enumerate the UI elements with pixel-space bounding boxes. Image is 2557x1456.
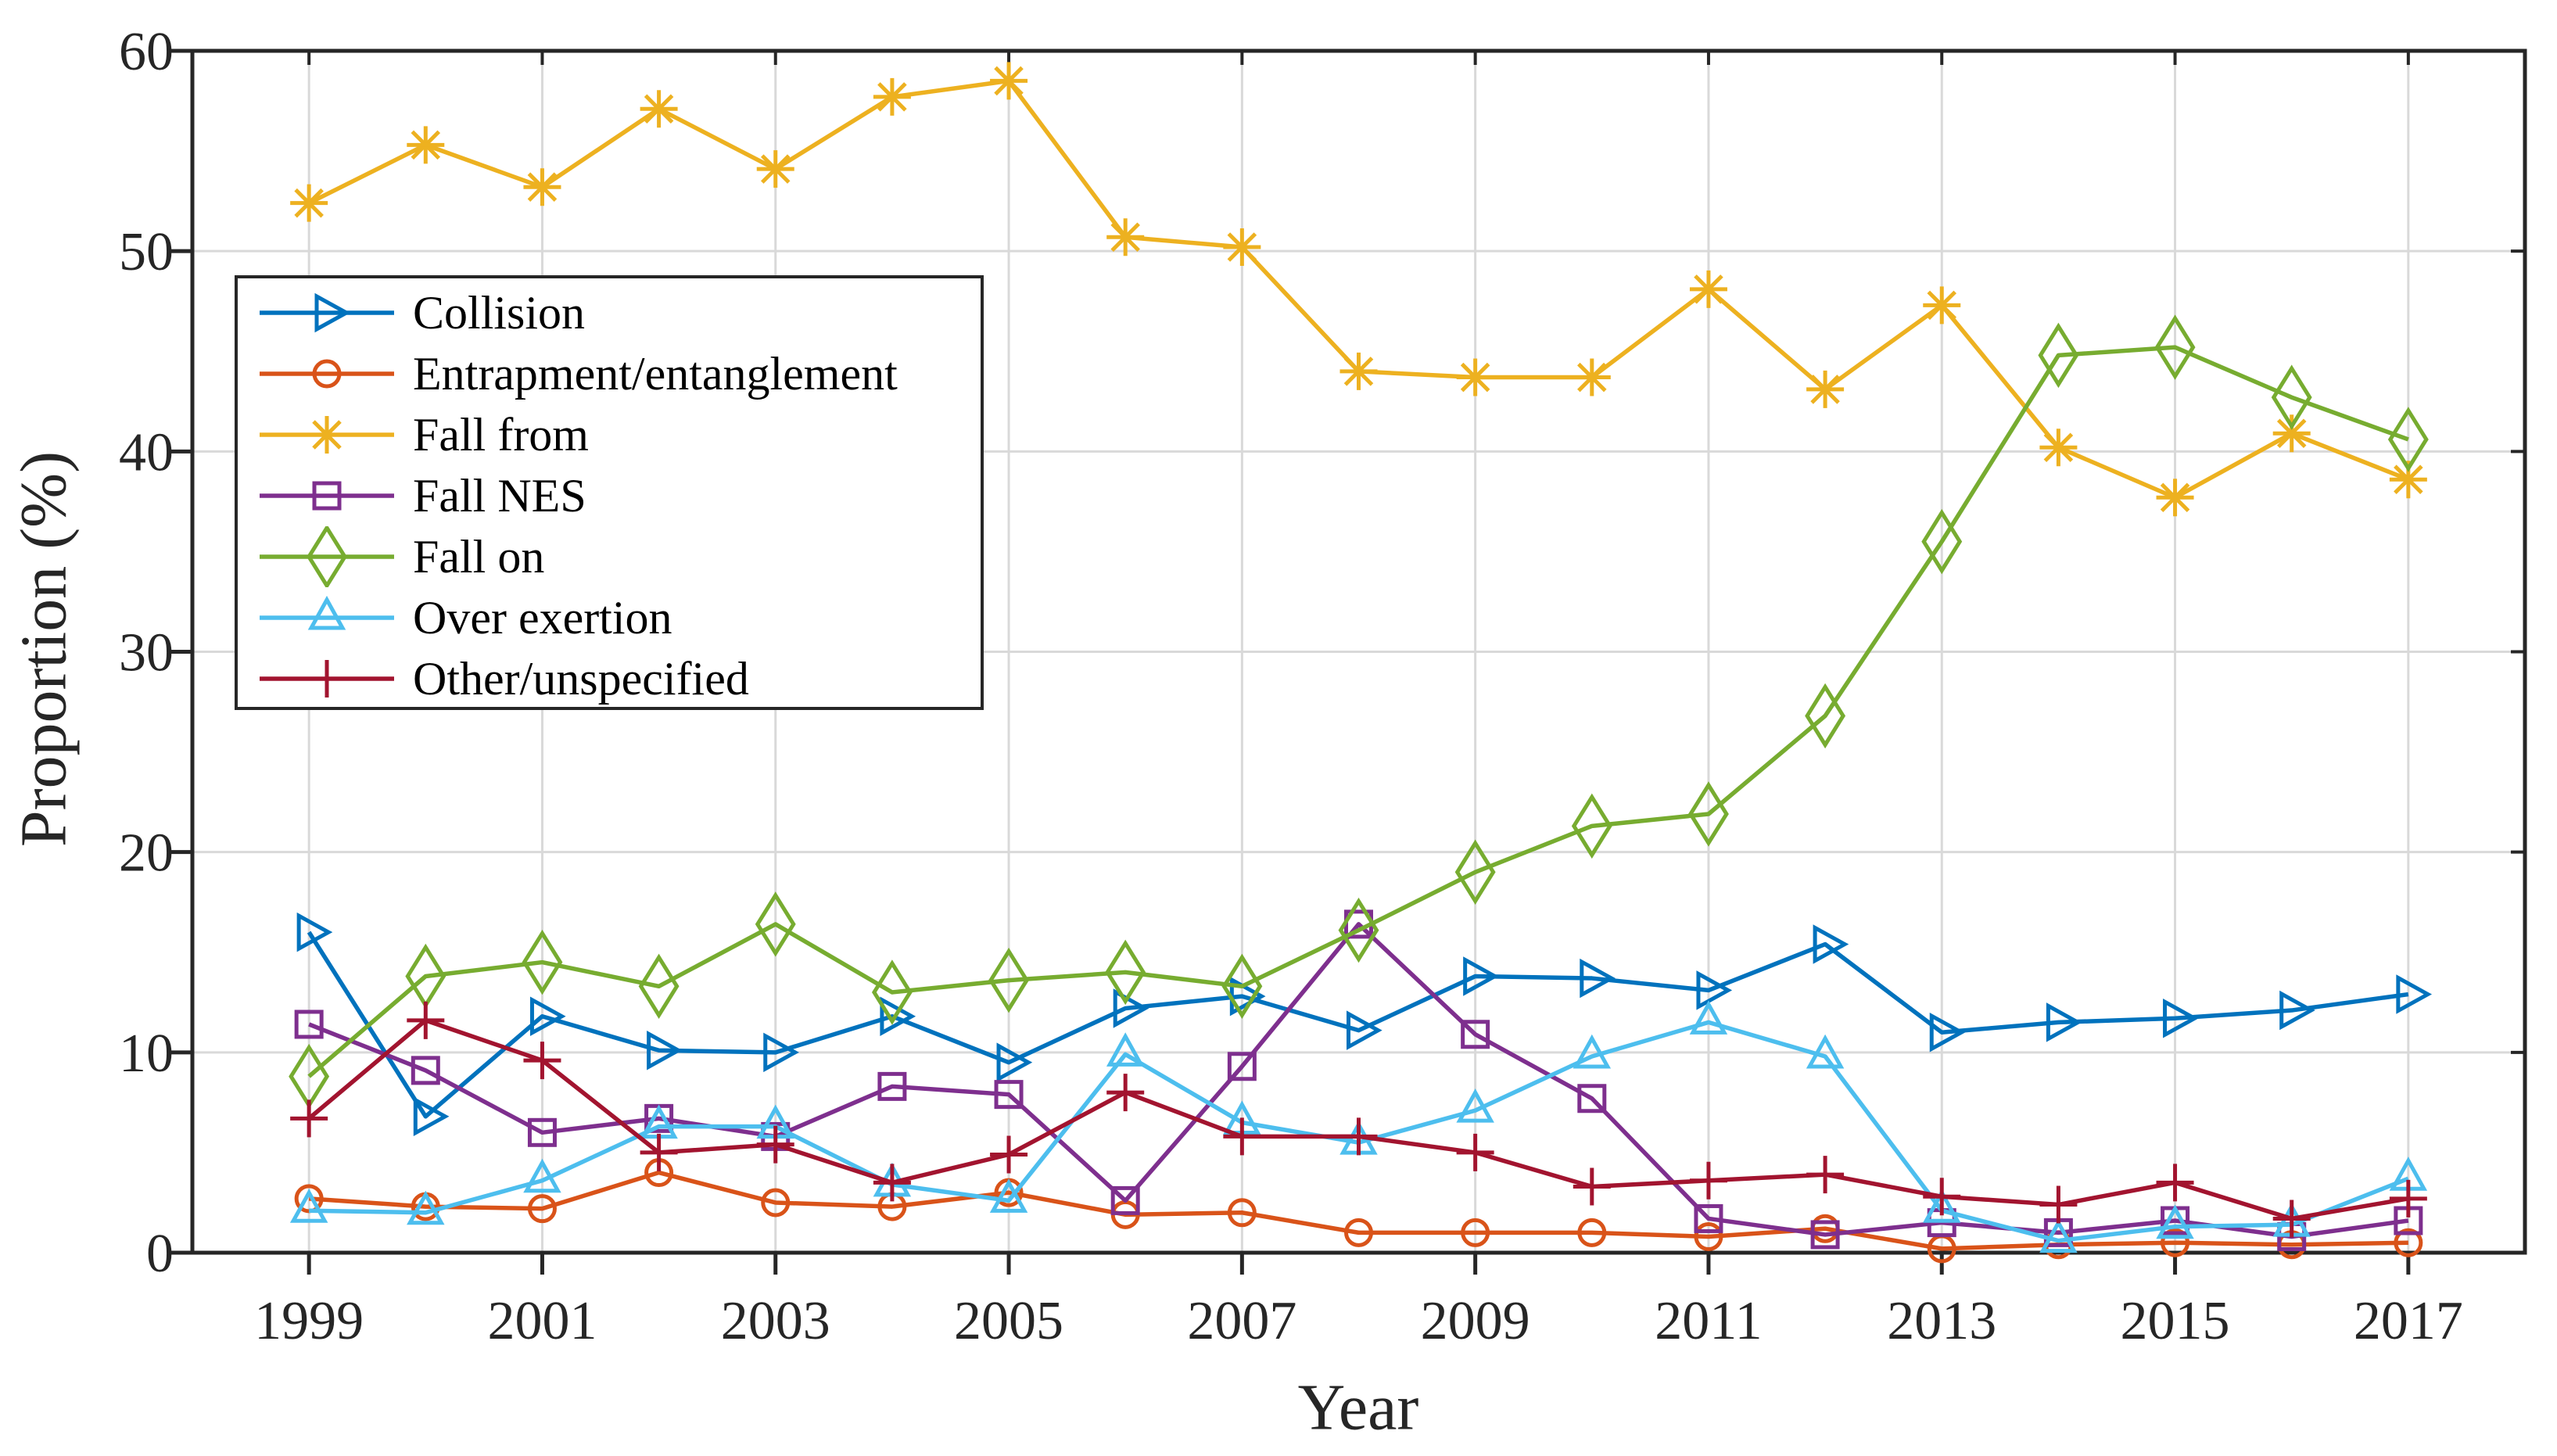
y-tick-label-10: 10 — [119, 1024, 174, 1084]
x-tick-label-2011: 2011 — [1655, 1291, 1762, 1351]
legend-swatch-fall-nes — [260, 481, 394, 511]
x-tick-label-2009: 2009 — [1421, 1291, 1530, 1351]
series-line-collision — [307, 931, 2409, 1119]
x-tick-label-2007: 2007 — [1187, 1291, 1296, 1351]
legend-entry-fall-nes: Fall NES — [238, 465, 981, 526]
legend-label-entrapment-entanglement: Entrapment/entanglement — [413, 348, 898, 400]
y-axis-label: Proportion (%) — [7, 450, 81, 848]
x-tick-label-1999: 1999 — [254, 1291, 364, 1351]
series-markers-fall-on — [289, 314, 2429, 1110]
legend-label-other-unspecified: Other/unspecified — [413, 653, 749, 705]
x-tick-labels: 1999 2001 2003 2005 2007 2009 2011 2013 2015 2017 — [254, 1291, 2463, 1351]
y-tick-label-0: 0 — [146, 1224, 174, 1284]
y-tick-label-40: 40 — [119, 422, 174, 482]
legend-entry-entrapment-entanglement: Entrapment/entanglement — [238, 343, 981, 404]
legend-entry-collision: Collision — [238, 282, 981, 343]
legend-entry-fall-on: Fall on — [238, 526, 981, 587]
series-other-unspecified — [290, 1001, 2427, 1238]
legend-swatch-fall-on — [260, 526, 394, 587]
x-tick-label-2015: 2015 — [2121, 1291, 2230, 1351]
series-entrapment-entanglement — [294, 1158, 2423, 1264]
legend-label-fall-nes: Fall NES — [413, 470, 586, 522]
legend-entry-fall-from: Fall from — [238, 404, 981, 465]
x-tick-label-2013: 2013 — [1887, 1291, 1996, 1351]
legend-swatch-other-unspecified — [260, 660, 394, 698]
series-markers-other-unspecified — [290, 1001, 2427, 1238]
legend-swatch-entrapment-entanglement — [260, 359, 394, 389]
legend-swatch-collision — [260, 292, 394, 333]
tick-marks — [170, 48, 2525, 1275]
legend-box: Collision Entrapment/entanglement Fall fro… — [235, 275, 984, 710]
y-tick-labels: 0 10 20 30 40 50 60 — [119, 22, 174, 1284]
x-tick-label-2003: 2003 — [721, 1291, 830, 1351]
legend-label-over-exertion: Over exertion — [413, 592, 672, 644]
legend-entry-other-unspecified: Other/unspecified — [238, 648, 981, 709]
x-tick-label-2005: 2005 — [954, 1291, 1063, 1351]
y-tick-label-30: 30 — [119, 623, 174, 683]
legend-swatch-fall-from — [260, 416, 394, 454]
x-axis-label: Year — [1297, 1371, 1419, 1444]
series-line-fall-nes — [308, 922, 2409, 1239]
x-tick-label-2001: 2001 — [487, 1291, 597, 1351]
legend-entry-over-exertion: Over exertion — [238, 587, 981, 648]
x-tick-label-2017: 2017 — [2354, 1291, 2463, 1351]
legend-label-fall-on: Fall on — [413, 531, 545, 583]
y-tick-label-60: 60 — [119, 22, 174, 82]
series-fall-from — [290, 62, 2427, 517]
legend-label-fall-from: Fall from — [413, 409, 589, 461]
series-markers-fall-from — [290, 62, 2427, 517]
legend-label-collision: Collision — [413, 287, 586, 339]
series-line-fall-on — [307, 345, 2409, 1078]
legend-swatch-over-exertion — [260, 595, 394, 630]
y-tick-label-20: 20 — [119, 823, 174, 884]
series-fall-on — [289, 314, 2429, 1110]
y-tick-label-50: 50 — [119, 222, 174, 282]
